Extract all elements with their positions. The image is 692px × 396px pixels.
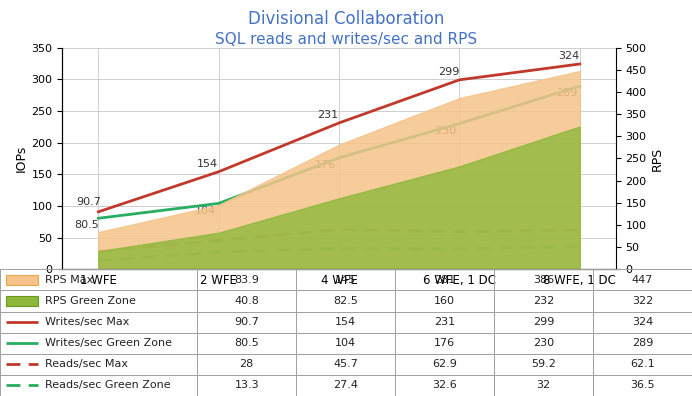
Text: RPS Green Zone: RPS Green Zone xyxy=(45,296,136,306)
Text: 62.1: 62.1 xyxy=(630,359,655,369)
Text: 80.5: 80.5 xyxy=(74,221,99,230)
Text: 289: 289 xyxy=(556,88,577,98)
Bar xyxy=(6,275,38,285)
Text: 32: 32 xyxy=(536,381,551,390)
Text: 299: 299 xyxy=(438,67,459,77)
Text: 83.9: 83.9 xyxy=(235,275,259,285)
Text: 230: 230 xyxy=(435,126,457,136)
Text: 324: 324 xyxy=(632,317,653,327)
Text: 32.6: 32.6 xyxy=(432,381,457,390)
Text: 40.8: 40.8 xyxy=(235,296,259,306)
Bar xyxy=(6,296,38,306)
Text: 324: 324 xyxy=(558,51,579,61)
Text: 90.7: 90.7 xyxy=(235,317,259,327)
Text: 230: 230 xyxy=(533,338,554,348)
Text: 28: 28 xyxy=(239,359,254,369)
Text: Writes/sec Max: Writes/sec Max xyxy=(45,317,129,327)
Text: 281: 281 xyxy=(434,275,455,285)
Text: 90.7: 90.7 xyxy=(77,198,102,208)
Text: 104: 104 xyxy=(194,206,216,215)
Text: 176: 176 xyxy=(434,338,455,348)
Text: 27.4: 27.4 xyxy=(333,381,358,390)
Text: 45.7: 45.7 xyxy=(334,359,358,369)
Text: 289: 289 xyxy=(632,338,653,348)
Text: 13.3: 13.3 xyxy=(235,381,259,390)
Text: 80.5: 80.5 xyxy=(235,338,259,348)
Text: 447: 447 xyxy=(632,275,653,285)
Text: 176: 176 xyxy=(315,160,336,170)
Text: 104: 104 xyxy=(335,338,356,348)
Y-axis label: IOPs: IOPs xyxy=(15,145,27,172)
Text: 322: 322 xyxy=(632,296,653,306)
Text: Divisional Collaboration: Divisional Collaboration xyxy=(248,10,444,28)
Text: 59.2: 59.2 xyxy=(531,359,556,369)
Text: 82.5: 82.5 xyxy=(334,296,358,306)
Text: RPS Max: RPS Max xyxy=(45,275,93,285)
Text: 232: 232 xyxy=(533,296,554,306)
Text: 231: 231 xyxy=(434,317,455,327)
Text: Reads/sec Max: Reads/sec Max xyxy=(45,359,128,369)
Text: 160: 160 xyxy=(434,296,455,306)
Text: 62.9: 62.9 xyxy=(432,359,457,369)
Text: 154: 154 xyxy=(335,317,356,327)
Text: 145: 145 xyxy=(335,275,356,285)
Text: 231: 231 xyxy=(318,110,338,120)
Y-axis label: RPS: RPS xyxy=(651,146,664,171)
Text: 36.5: 36.5 xyxy=(630,381,655,390)
Text: 154: 154 xyxy=(197,159,218,169)
Text: SQL reads and writes/sec and RPS: SQL reads and writes/sec and RPS xyxy=(215,32,477,47)
Text: 299: 299 xyxy=(533,317,554,327)
Text: Writes/sec Green Zone: Writes/sec Green Zone xyxy=(45,338,172,348)
Text: Reads/sec Green Zone: Reads/sec Green Zone xyxy=(45,381,171,390)
Text: 386: 386 xyxy=(533,275,554,285)
